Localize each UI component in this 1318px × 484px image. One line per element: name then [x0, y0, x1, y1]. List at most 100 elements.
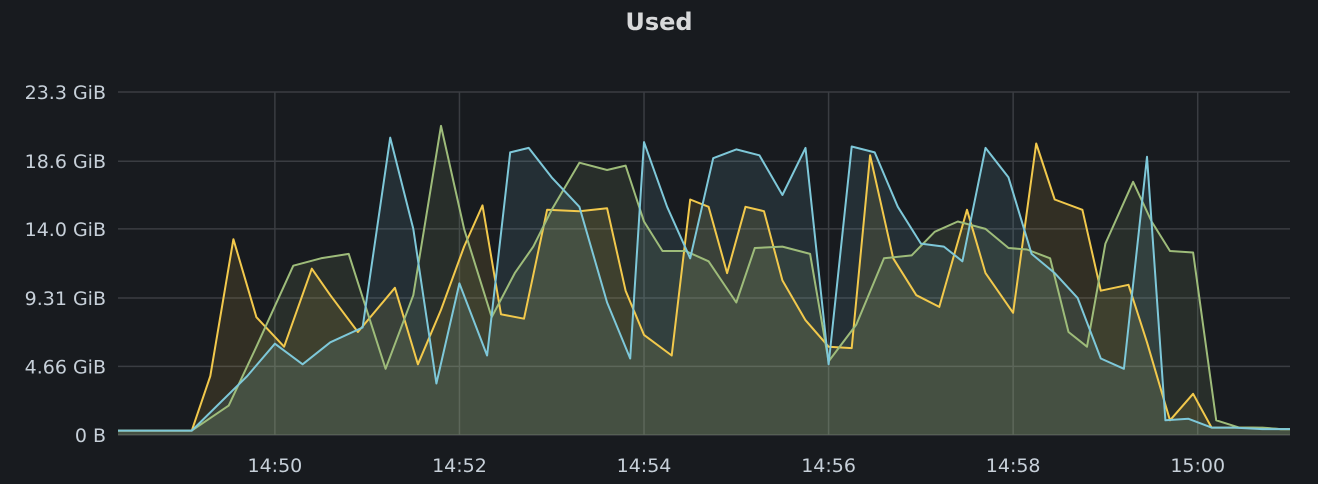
series-3-point[interactable] [803, 146, 807, 150]
series-2-point[interactable] [1066, 330, 1070, 334]
series-1-point[interactable] [439, 308, 443, 312]
series-1-point[interactable] [605, 206, 609, 210]
series-3-point[interactable] [605, 300, 609, 304]
series-1-point[interactable] [480, 203, 484, 207]
series-3-point[interactable] [1209, 425, 1213, 429]
series-1-point[interactable] [393, 286, 397, 290]
series-3-point[interactable] [508, 150, 512, 154]
series-3-point[interactable] [1029, 252, 1033, 256]
series-3-point[interactable] [711, 156, 715, 160]
series-3-point[interactable] [1186, 417, 1190, 421]
series-1-point[interactable] [208, 374, 212, 378]
series-2-point[interactable] [1214, 418, 1218, 422]
series-3-point[interactable] [873, 150, 877, 154]
series-2-point[interactable] [983, 227, 987, 231]
series-2-point[interactable] [780, 244, 784, 248]
series-2-point[interactable] [550, 208, 554, 212]
series-1-point[interactable] [416, 362, 420, 366]
series-1-point[interactable] [670, 353, 674, 357]
series-3-point[interactable] [1145, 155, 1149, 159]
series-3-point[interactable] [190, 428, 194, 432]
series-1-point[interactable] [1053, 197, 1057, 201]
series-2-point[interactable] [1131, 180, 1135, 184]
series-3-point[interactable] [577, 205, 581, 209]
series-1-point[interactable] [254, 315, 258, 319]
series-3-point[interactable] [1053, 271, 1057, 275]
series-3-point[interactable] [1099, 356, 1103, 360]
series-2-point[interactable] [254, 345, 258, 349]
series-3-point[interactable] [273, 342, 277, 346]
series-1-point[interactable] [642, 333, 646, 337]
series-2-point[interactable] [734, 300, 738, 304]
series-2-point[interactable] [753, 246, 757, 250]
series-1-point[interactable] [1034, 141, 1038, 145]
series-3-point[interactable] [328, 340, 332, 344]
series-3-point[interactable] [1232, 425, 1236, 429]
series-1-point[interactable] [965, 208, 969, 212]
series-1-point[interactable] [499, 312, 503, 316]
series-1-point[interactable] [688, 197, 692, 201]
series-1-point[interactable] [983, 271, 987, 275]
series-3-point[interactable] [983, 146, 987, 150]
series-2-point[interactable] [623, 163, 627, 167]
series-2-point[interactable] [642, 219, 646, 223]
series-1-point[interactable] [743, 205, 747, 209]
series-3-point[interactable] [688, 256, 692, 260]
series-3-point[interactable] [550, 175, 554, 179]
series-2-point[interactable] [1048, 256, 1052, 260]
series-3-point[interactable] [411, 227, 415, 231]
series-3-point[interactable] [388, 135, 392, 139]
series-1-point[interactable] [1191, 392, 1195, 396]
series-3-point[interactable] [757, 153, 761, 157]
series-1-point[interactable] [1080, 208, 1084, 212]
series-1-point[interactable] [1099, 289, 1103, 293]
series-3-point[interactable] [1076, 296, 1080, 300]
series-1-point[interactable] [1145, 340, 1149, 344]
series-3-point[interactable] [1163, 418, 1167, 422]
series-3-point[interactable] [826, 362, 830, 366]
series-1-point[interactable] [1126, 283, 1130, 287]
series-2-point[interactable] [956, 219, 960, 223]
series-3-point[interactable] [434, 381, 438, 385]
series-3-point[interactable] [734, 147, 738, 151]
series-1-point[interactable] [231, 237, 235, 241]
series-2-point[interactable] [411, 293, 415, 297]
series-1-point[interactable] [850, 346, 854, 350]
series-3-point[interactable] [360, 325, 364, 329]
series-2-point[interactable] [347, 252, 351, 256]
series-3-point[interactable] [942, 244, 946, 248]
series-3-point[interactable] [300, 362, 304, 366]
series-3-point[interactable] [628, 356, 632, 360]
series-2-point[interactable] [909, 253, 913, 257]
series-1-point[interactable] [706, 205, 710, 209]
series-2-point[interactable] [531, 244, 535, 248]
series-1-point[interactable] [310, 267, 314, 271]
series-3-point[interactable] [896, 205, 900, 209]
series-2-point[interactable] [854, 322, 858, 326]
series-2-point[interactable] [227, 403, 231, 407]
series-1-point[interactable] [868, 153, 872, 157]
series-1-point[interactable] [328, 293, 332, 297]
series-3-point[interactable] [919, 241, 923, 245]
series-3-point[interactable] [1006, 175, 1010, 179]
series-1-point[interactable] [545, 208, 549, 212]
series-1-point[interactable] [780, 278, 784, 282]
series-3-point[interactable] [527, 146, 531, 150]
series-1-point[interactable] [1011, 311, 1015, 315]
series-2-point[interactable] [439, 124, 443, 128]
series-2-point[interactable] [706, 259, 710, 263]
series-1-point[interactable] [937, 305, 941, 309]
series-2-point[interactable] [1006, 246, 1010, 250]
series-3-point[interactable] [642, 140, 646, 144]
series-2-point[interactable] [462, 227, 466, 231]
series-1-point[interactable] [522, 317, 526, 321]
series-2-point[interactable] [291, 264, 295, 268]
series-2-point[interactable] [1168, 249, 1172, 253]
series-2-point[interactable] [808, 252, 812, 256]
series-1-point[interactable] [762, 209, 766, 213]
series-2-point[interactable] [882, 256, 886, 260]
series-3-point[interactable] [245, 374, 249, 378]
series-2-point[interactable] [513, 271, 517, 275]
series-1-point[interactable] [623, 289, 627, 293]
series-1-point[interactable] [725, 271, 729, 275]
